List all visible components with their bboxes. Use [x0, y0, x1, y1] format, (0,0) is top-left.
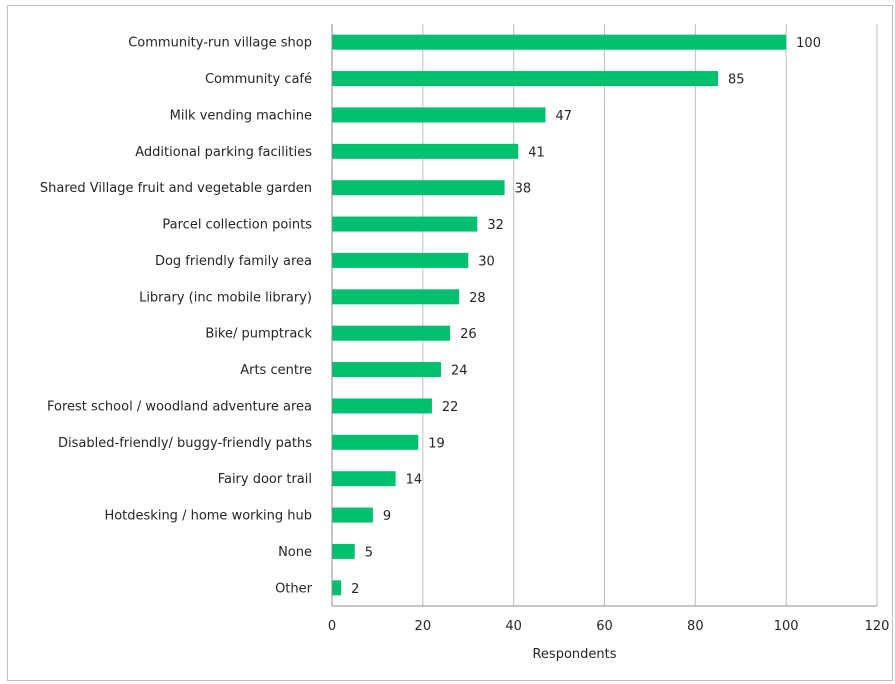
bar	[332, 289, 460, 305]
category-label: Dog friendly family area	[155, 254, 312, 269]
category-label: Arts centre	[240, 363, 312, 378]
bar	[332, 471, 396, 487]
category-label: Bike/ pumptrack	[205, 327, 312, 342]
value-label: 19	[428, 436, 445, 451]
value-label: 5	[365, 545, 373, 560]
category-label: Other	[275, 581, 313, 596]
value-label: 41	[528, 145, 545, 160]
category-label: Milk vending machine	[170, 108, 312, 123]
x-tick-label: 20	[415, 619, 432, 634]
category-label: Library (inc mobile library)	[139, 290, 312, 305]
value-label: 32	[487, 218, 504, 233]
x-tick-label: 80	[687, 619, 704, 634]
value-label: 14	[406, 473, 423, 488]
bar	[332, 252, 469, 268]
category-label: Forest school / woodland adventure area	[47, 399, 312, 414]
category-labels: Community-run village shop Community café…	[40, 36, 313, 597]
bar	[332, 34, 787, 50]
bar	[332, 362, 441, 378]
bar	[332, 71, 719, 87]
bar	[332, 143, 519, 159]
value-label: 28	[469, 291, 486, 306]
bar	[332, 543, 355, 559]
bar	[332, 434, 419, 450]
x-tick-label: 40	[505, 619, 522, 634]
category-label: Parcel collection points	[162, 218, 312, 233]
bar	[332, 580, 342, 596]
value-label: 26	[460, 327, 477, 342]
value-label: 22	[442, 400, 459, 415]
bar	[332, 107, 546, 123]
x-tick-label: 120	[865, 619, 890, 634]
value-label: 9	[383, 509, 391, 524]
value-label: 38	[515, 182, 532, 197]
category-label: Disabled-friendly/ buggy-friendly paths	[58, 436, 312, 451]
category-label: Hotdesking / home working hub	[104, 509, 312, 524]
category-label: None	[278, 545, 312, 560]
value-label: 2	[351, 582, 359, 597]
value-label: 24	[451, 364, 468, 379]
x-tick-label: 100	[774, 619, 799, 634]
x-tick-label: 0	[328, 619, 336, 634]
category-label: Shared Village fruit and vegetable garde…	[40, 181, 312, 196]
x-tick-labels: 0 20 40 60 80 100 120	[328, 619, 890, 634]
category-label: Additional parking facilities	[135, 145, 312, 160]
value-label: 30	[478, 254, 495, 269]
bar	[332, 325, 451, 341]
x-tick-label: 60	[596, 619, 613, 634]
value-labels: 100 85 47 41 38 32 30 28 26 24 22 19 14 9 5 2	[351, 36, 821, 597]
bar	[332, 507, 373, 523]
value-label: 47	[555, 109, 572, 124]
value-label: 85	[728, 73, 745, 88]
category-label: Community café	[205, 72, 312, 87]
category-label: Fairy door trail	[218, 472, 312, 487]
bar	[332, 398, 432, 414]
bars	[332, 34, 787, 596]
category-label: Community-run village shop	[128, 36, 312, 51]
x-axis-title: Respondents	[532, 647, 616, 662]
bar	[332, 180, 505, 196]
bar	[332, 216, 478, 232]
value-label: 100	[796, 36, 821, 51]
